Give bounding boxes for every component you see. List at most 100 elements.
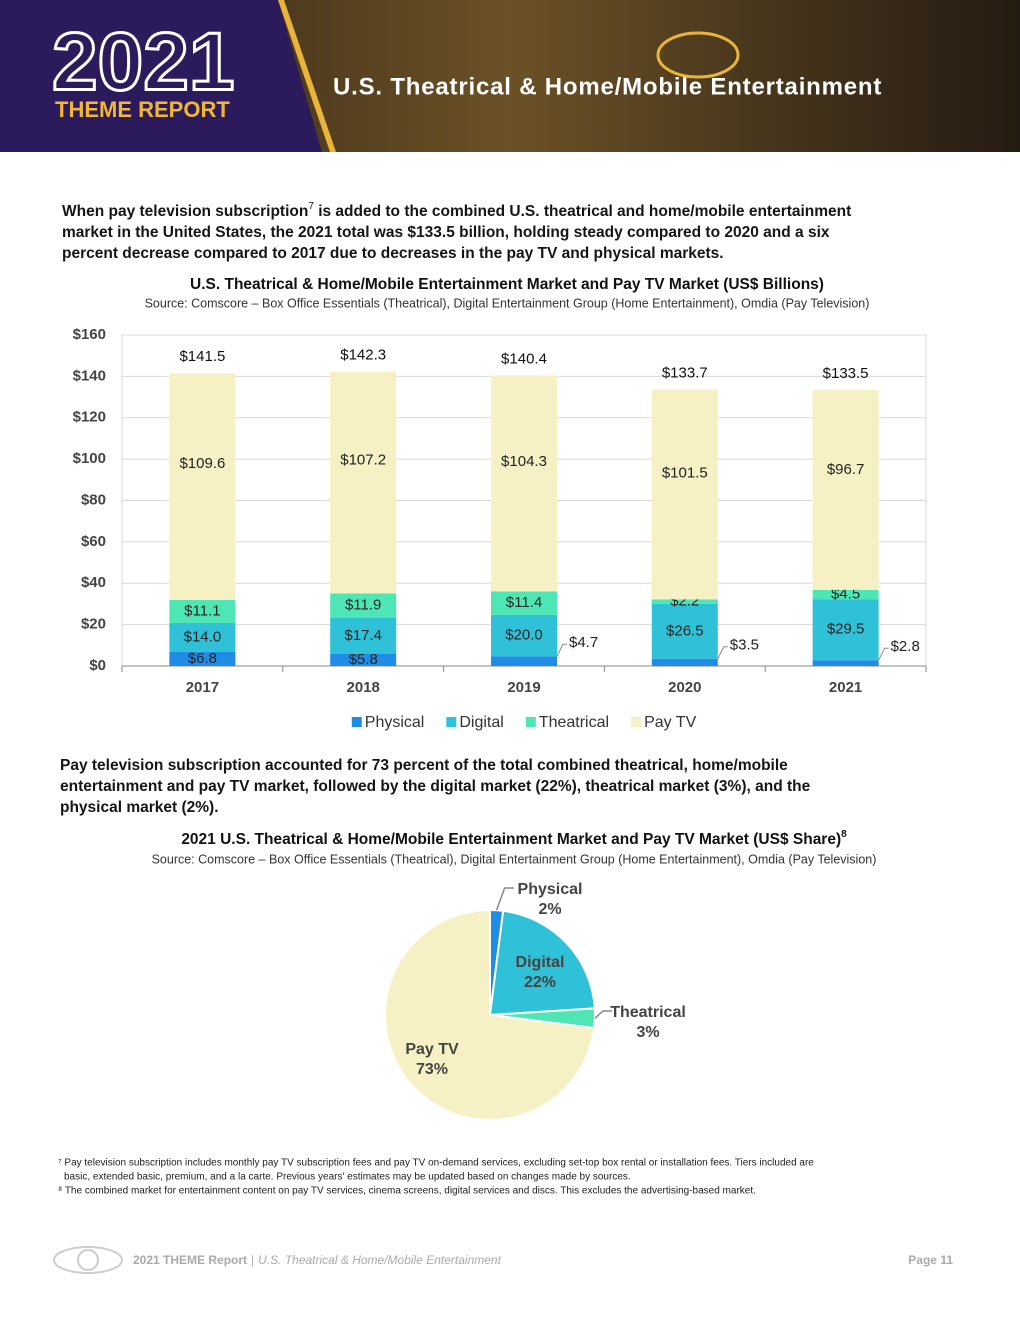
data-label: $14.0	[184, 628, 222, 645]
slice-label: Physical	[518, 881, 583, 898]
data-label: $17.4	[344, 627, 382, 644]
body-line: entertainment and pay TV market, followe…	[60, 778, 811, 795]
data-label: $11.4	[506, 594, 542, 611]
footnote: ⁸ The combined market for entertainment …	[58, 1186, 756, 1197]
x-tick-label: 2020	[668, 679, 701, 696]
data-label: $11.9	[345, 597, 381, 614]
x-tick-label: 2019	[507, 679, 540, 696]
leader-line	[556, 643, 567, 657]
leader-line	[878, 647, 889, 661]
legend-swatch	[351, 717, 362, 727]
chart-title-text: 2021 U.S. Theatrical & Home/Mobile Enter…	[181, 831, 841, 848]
bar-segment	[169, 373, 236, 601]
y-tick-label: $20	[81, 616, 106, 633]
data-label: $26.5	[666, 622, 704, 639]
bar-segment	[330, 618, 397, 655]
bar-segment	[651, 603, 718, 659]
x-tick-label: 2017	[186, 679, 219, 696]
footnote: ⁷ Pay television subscription includes m…	[58, 1158, 814, 1169]
bar-segment	[812, 660, 879, 666]
bar-segment	[651, 389, 718, 600]
legend-label: Physical	[365, 714, 425, 731]
bar-segment	[330, 593, 397, 619]
slice-value: 3%	[636, 1024, 659, 1041]
intro-line: market in the United States, the 2021 to…	[62, 224, 830, 241]
data-label: $104.3	[501, 453, 547, 470]
leader-line	[717, 646, 728, 659]
total-label: $140.4	[501, 351, 547, 368]
footer-page: Page 11	[908, 1253, 953, 1267]
data-label: $3.5	[730, 637, 759, 654]
bar-segment	[812, 389, 879, 590]
bar-segment	[169, 651, 236, 666]
footnote-ref: 8	[841, 829, 847, 840]
x-tick-label: 2021	[829, 679, 862, 696]
pie-slice	[384, 908, 596, 1121]
bar-segment	[169, 622, 236, 652]
y-tick-label: $0	[89, 657, 106, 674]
header-panel	[0, 0, 322, 152]
total-label: $142.3	[340, 347, 386, 364]
footer-report: 2021 THEME Report	[133, 1253, 247, 1267]
data-label: $6.8	[188, 650, 217, 667]
data-label: $2.8	[891, 638, 920, 655]
data-label: $5.8	[349, 651, 378, 668]
pie-slice	[488, 909, 596, 1017]
total-label: $133.5	[823, 365, 869, 382]
data-label: $4.7	[569, 634, 598, 651]
header-stripe	[278, 0, 336, 152]
y-tick-label: $100	[73, 450, 106, 467]
header-year: 2021	[52, 17, 234, 108]
bar-segment	[812, 599, 879, 661]
intro-text: is added to the combined U.S. theatrical…	[314, 203, 851, 220]
data-label: $109.6	[179, 455, 225, 472]
bar-segment	[491, 591, 557, 615]
bar-segment	[330, 654, 397, 666]
chart-title: 2021 U.S. Theatrical & Home/Mobile Enter…	[181, 829, 847, 848]
data-label: $29.5	[827, 621, 865, 638]
header-title: U.S. Theatrical & Home/Mobile Entertainm…	[333, 73, 882, 100]
bar-segment	[169, 600, 236, 623]
chart-subtitle: Source: Comscore – Box Office Essentials…	[145, 296, 870, 310]
bar-segment	[491, 375, 557, 592]
legend-swatch	[446, 717, 457, 727]
legend-swatch	[525, 717, 536, 727]
footer-separator: |	[251, 1253, 254, 1267]
footer-logo	[53, 1246, 123, 1274]
slice-value: 22%	[524, 974, 556, 991]
slice-label: Pay TV	[405, 1041, 459, 1058]
chart-subtitle: Source: Comscore – Box Office Essentials…	[152, 852, 877, 866]
body-line: physical market (2%).	[60, 799, 219, 816]
leader-line	[495, 887, 514, 911]
slice-value: 73%	[416, 1061, 448, 1078]
legend-swatch	[631, 717, 642, 727]
footer-section: U.S. Theatrical & Home/Mobile Entertainm…	[258, 1253, 501, 1267]
bar-segment	[651, 599, 718, 604]
total-label: $133.7	[662, 364, 708, 381]
footnote-ref: 7	[308, 201, 314, 212]
data-label: $107.2	[340, 451, 386, 468]
y-tick-label: $120	[73, 409, 106, 426]
legend-label: Theatrical	[539, 714, 609, 731]
footnote: basic, extended basic, premium, and a la…	[64, 1172, 631, 1183]
y-tick-label: $60	[81, 533, 106, 550]
footer-text: 2021 THEME Report | U.S. Theatrical & Home…	[133, 1253, 502, 1267]
bar-segment	[812, 589, 879, 600]
slice-value: 2%	[538, 901, 561, 918]
bar-segment	[491, 656, 557, 666]
bar-segment	[330, 371, 397, 594]
bar-segment	[651, 658, 718, 666]
y-tick-label: $80	[81, 491, 106, 508]
data-label: $11.1	[184, 602, 220, 619]
header-logo	[656, 31, 740, 79]
data-label: $20.0	[505, 627, 543, 644]
slice-label: Digital	[516, 954, 565, 971]
bar-segment	[491, 614, 557, 657]
header-report: THEME REPORT	[55, 97, 230, 122]
intro-line: When pay television subscription7 is add…	[62, 201, 851, 220]
y-tick-label: $160	[73, 326, 106, 343]
body-line: Pay television subscription accounted fo…	[60, 757, 788, 774]
total-label: $141.5	[179, 348, 225, 365]
legend-label: Digital	[459, 714, 503, 731]
